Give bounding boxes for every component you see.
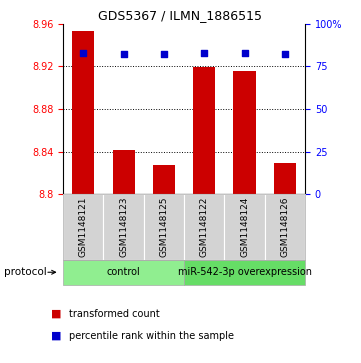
Text: GSM1148122: GSM1148122 (200, 197, 209, 257)
Point (282, 52, 288, 57)
Point (121, 52, 126, 57)
Bar (72, 31, 95, 194)
Text: GSM1148126: GSM1148126 (280, 197, 290, 257)
Point (81, 50, 86, 56)
Text: transformed count: transformed count (69, 309, 159, 319)
Text: percentile rank within the sample: percentile rank within the sample (69, 331, 234, 341)
Text: control: control (107, 267, 140, 277)
Text: GSM1148124: GSM1148124 (240, 197, 249, 257)
Bar (274, 163, 296, 194)
Bar (153, 166, 175, 194)
Point (161, 52, 167, 57)
Text: GSM1148123: GSM1148123 (119, 197, 128, 257)
Bar (193, 67, 216, 194)
Bar (234, 70, 256, 194)
Point (201, 50, 207, 56)
Text: ■: ■ (51, 309, 61, 319)
Text: miR-542-3p overexpression: miR-542-3p overexpression (178, 267, 312, 277)
Text: GSM1148125: GSM1148125 (160, 197, 169, 257)
Text: GSM1148121: GSM1148121 (79, 197, 88, 257)
Text: ■: ■ (51, 331, 61, 341)
Point (242, 50, 248, 56)
Text: GDS5367 / ILMN_1886515: GDS5367 / ILMN_1886515 (99, 9, 262, 22)
Bar (113, 151, 135, 194)
Text: protocol: protocol (4, 267, 46, 277)
